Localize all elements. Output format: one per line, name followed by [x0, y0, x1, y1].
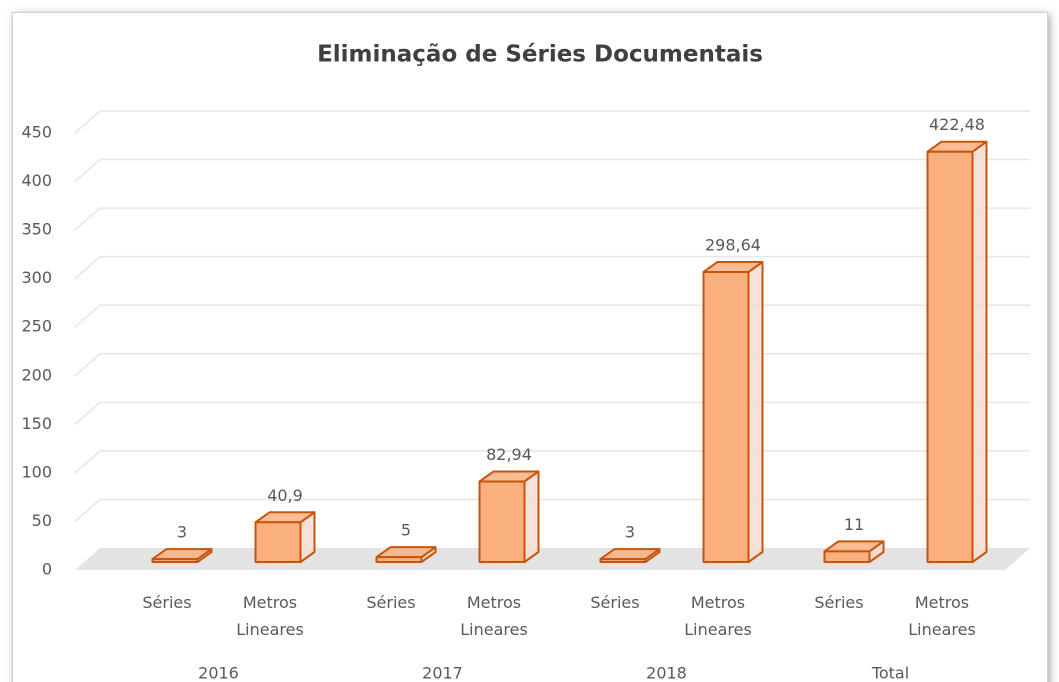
grid-line: [74, 450, 1030, 474]
x-tick-label: Metros Lineares: [236, 593, 304, 639]
bar-front: [599, 558, 647, 563]
y-tick-label: 100: [21, 462, 52, 481]
value-label: 3: [177, 523, 187, 542]
grid-line: [74, 498, 1030, 523]
x-tick-label: Metros Lineares: [908, 593, 976, 639]
chart-title: Eliminação de Séries Documentais: [317, 42, 763, 68]
x-tick-label: Séries: [590, 593, 640, 612]
bar-side: [971, 140, 988, 563]
bar-front: [926, 150, 974, 563]
y-tick-label: 150: [21, 414, 52, 433]
y-tick-label: 350: [21, 220, 52, 239]
group-label: 2016: [198, 664, 239, 682]
grid-line: [74, 110, 1030, 134]
grid-line: [74, 304, 1030, 328]
bar: [702, 260, 764, 563]
bar-front: [823, 550, 871, 563]
bar-front: [702, 270, 750, 563]
grid-line: [74, 401, 1030, 425]
grid-line: [74, 255, 1030, 280]
grid-line: [74, 353, 1030, 377]
y-tick-label: 300: [21, 268, 52, 287]
x-tick-label: Séries: [366, 593, 416, 612]
group-label: 2017: [422, 664, 463, 682]
bar: [478, 470, 540, 563]
grid-line: [74, 207, 1030, 231]
value-label: 3: [625, 523, 635, 542]
group-label: Total: [871, 664, 909, 682]
y-tick-label: 50: [32, 511, 52, 530]
chart-frame: [12, 12, 1048, 682]
bar-front: [375, 556, 423, 563]
bar: [375, 546, 437, 563]
grid-line: [74, 158, 1030, 183]
value-label: 298,64: [705, 235, 761, 254]
value-label: 5: [401, 521, 411, 540]
floor: [75, 548, 1030, 570]
x-tick-label: Metros Lineares: [684, 593, 752, 639]
x-tick-label: Séries: [814, 593, 864, 612]
bar-side: [747, 260, 764, 563]
x-tick-label: Séries: [142, 593, 192, 612]
bar-front: [254, 521, 302, 563]
y-tick-label: 250: [21, 317, 52, 336]
y-tick-label: 450: [21, 123, 52, 142]
bar: [599, 548, 661, 563]
bar-front: [478, 480, 526, 563]
value-label: 11: [844, 515, 864, 534]
x-tick-label: Metros Lineares: [460, 593, 528, 639]
value-label: 40,9: [267, 486, 303, 505]
group-label: 2018: [646, 664, 687, 682]
y-tick-label: 0: [42, 560, 52, 579]
bar-front: [151, 558, 199, 563]
bar-side: [523, 470, 540, 563]
y-tick-label: 400: [21, 171, 52, 190]
bar: [151, 548, 213, 563]
bar: [926, 140, 988, 563]
value-label: 82,94: [486, 445, 532, 464]
bar: [823, 540, 885, 563]
bar: [254, 511, 316, 563]
y-tick-label: 200: [21, 365, 52, 384]
value-label: 422,48: [929, 115, 985, 134]
